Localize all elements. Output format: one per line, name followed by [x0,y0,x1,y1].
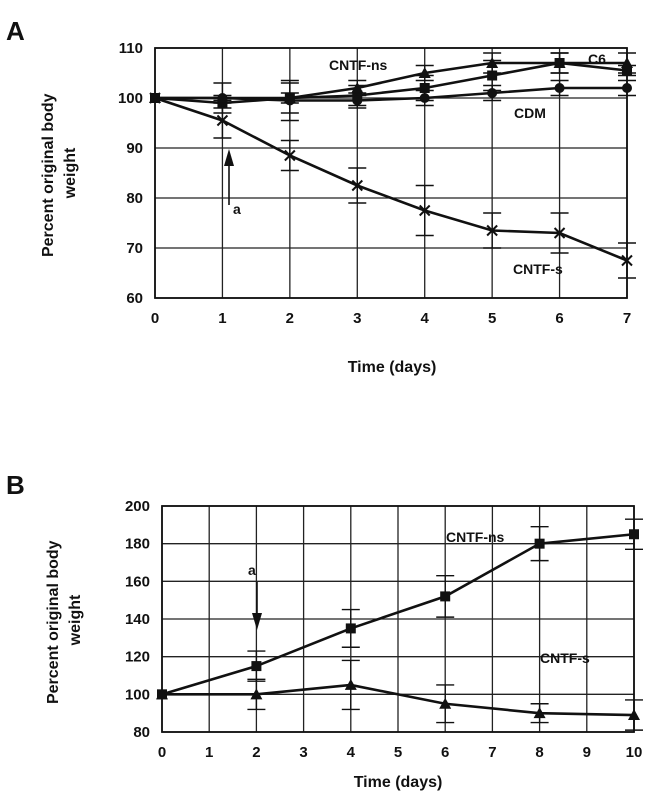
data-point-circle [352,95,363,106]
panel-b-label-cntf-s: CNTF-s [540,650,590,666]
x-tick-label: 2 [252,744,260,761]
data-point-triangle [344,678,357,690]
data-point-circle [284,95,295,106]
y-tick-label: 180 [125,536,150,553]
data-point-x [486,224,498,237]
data-point-x [216,114,229,127]
series-cntf-ns [157,518,643,700]
x-tick-label: 1 [218,310,226,327]
panel-b-letter: B [6,470,25,500]
y-tick-label: 110 [119,40,143,57]
x-tick-label: 2 [286,310,294,327]
panel-a-y-ticks: 60 70 80 90 100 110 [118,40,143,307]
series-line [155,86,627,102]
panel-a-letter: A [6,16,25,46]
data-point-x [553,227,566,239]
panel-b-grid [161,505,635,733]
data-point-x [149,92,161,104]
data-point-circle [419,93,430,103]
y-tick-label: 160 [125,573,150,590]
panel-b-x-axis-title: Time (days) [354,774,443,791]
x-tick-label: 6 [441,744,449,761]
data-point-x [284,149,296,162]
panel-a-label-cntf-s: CNTF-s [513,261,563,277]
data-point-square [345,623,356,634]
data-point-x [621,254,633,267]
series-line [154,61,628,105]
panel-a-x-axis-title: Time (days) [348,359,437,376]
data-point-circle [554,83,565,93]
series-cntf-s [156,659,643,731]
x-tick-label: 0 [151,310,159,327]
panel-a-series [149,52,636,279]
x-tick-label: 7 [623,310,631,327]
panel-a-plot-area [154,47,628,299]
y-tick-label: 120 [125,649,150,666]
panel-b-x-ticks: 0 1 2 3 4 5 6 7 8 9 10 [158,744,643,761]
y-tick-label: 80 [126,190,143,207]
data-point-square [622,65,632,76]
data-point-triangle [439,697,452,709]
y-tick-label: 60 [126,290,143,307]
x-tick-label: 7 [488,744,496,761]
data-point-circle [217,93,228,103]
panel-b-plot-area [161,505,635,733]
panel-a-x-ticks: 0 1 2 3 4 5 6 7 [151,310,631,327]
x-tick-label: 6 [555,310,563,327]
data-point-square [554,58,565,68]
panel-a: A 60 70 80 90 100 110 0 1 2 3 4 5 6 7 Time (days) Pe… [6,16,636,376]
data-point-x [351,179,363,192]
series-cntf-s [149,92,636,279]
panel-a-annotation-label: a [233,201,241,217]
x-tick-label: 0 [158,744,166,761]
data-point-circle [487,88,498,98]
x-tick-label: 5 [488,310,496,327]
panel-b-y-ticks: 80 100 120 140 160 180 200 [125,498,150,741]
y-tick-label: 80 [133,724,150,741]
panel-a-y-axis-title: Percent original body weight [40,89,79,257]
series-line [162,683,635,717]
panel-a-label-cdm: CDM [514,105,546,121]
x-tick-label: 1 [205,744,213,761]
x-tick-label: 3 [299,744,307,761]
panel-b: B 80 100 120 140 160 180 200 0 1 2 3 4 5 6 7 8 9 10 Time… [6,470,643,791]
data-point-square [487,70,498,81]
data-point-triangle [250,688,263,700]
x-tick-label: 5 [394,744,402,761]
data-point-square [419,83,430,93]
data-point-triangle [156,688,168,700]
data-point-x [419,204,431,217]
data-point-square [629,529,639,540]
y-tick-label: 140 [125,611,150,628]
y-tick-label: 90 [126,140,143,157]
panel-b-series [156,518,643,731]
data-point-triangle [533,707,546,719]
panel-a-label-cntf-ns: CNTF-ns [329,57,388,73]
panel-b-annotation-arrow [252,582,262,630]
data-point-square [534,538,545,549]
series-line [161,532,635,696]
y-tick-label: 200 [125,498,150,515]
panel-a-annotation-arrow [224,149,234,205]
panel-b-annotation-label: a [248,562,256,578]
x-tick-label: 8 [535,744,543,761]
data-point-triangle [628,709,640,721]
panel-a-label-c6: C6 [588,51,606,67]
y-tick-label: 100 [125,686,150,703]
x-tick-label: 4 [421,310,430,327]
panel-b-y-axis-title: Percent original body weight [45,536,84,704]
x-tick-label: 9 [583,744,591,761]
y-tick-label: 70 [126,240,143,257]
data-point-square [440,591,451,602]
data-point-square [251,661,262,672]
series-line [154,96,628,262]
x-tick-label: 4 [347,744,356,761]
panel-b-label-cntf-ns: CNTF-ns [446,529,505,545]
x-tick-label: 10 [626,744,643,761]
x-tick-label: 3 [353,310,361,327]
data-point-circle [622,83,632,93]
series-cdm [150,79,636,122]
y-tick-label: 100 [118,90,143,107]
